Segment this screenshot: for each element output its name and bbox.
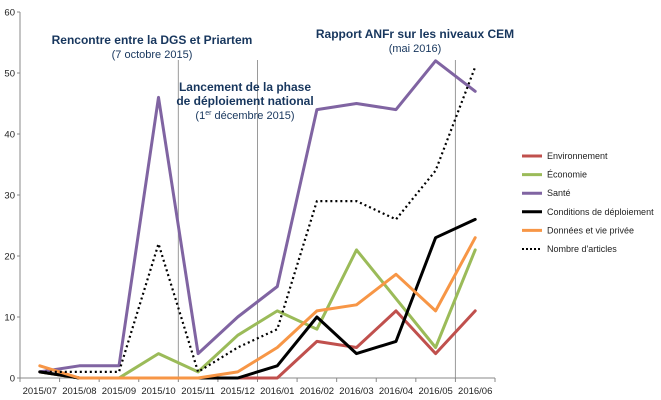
annotation-2-subtitle: (1er décembre 2015) <box>195 110 294 122</box>
series-lines <box>38 59 477 380</box>
y-tick-label: 20 <box>4 252 15 263</box>
annotation-2-title-line-1: Lancement de la phase <box>179 80 311 94</box>
x-tick-label: 2015/07 <box>23 386 57 397</box>
annotation-2-title-line-2: de déploiement national <box>176 94 313 108</box>
x-tick-label: 2016/01 <box>260 386 294 397</box>
x-tick-label: 2016/02 <box>300 386 334 397</box>
x-tick-label: 2015/08 <box>62 386 96 397</box>
x-tick-label: 2016/06 <box>458 386 492 397</box>
y-tick-label: 50 <box>4 69 15 80</box>
annotation-2-subtitle-pre: (1 <box>195 110 205 122</box>
annotation-2-subtitle-post: décembre 2015) <box>211 110 294 122</box>
annotation-3-title: Rapport ANFr sur les niveaux CEM <box>316 27 514 41</box>
annotation-1-title: Rencontre entre la DGS et Priartem <box>52 33 253 47</box>
series-line-nombre-d-articles <box>39 66 477 373</box>
y-tick-label: 30 <box>4 191 15 202</box>
x-tick-label: 2015/10 <box>141 386 175 397</box>
y-tick-label: 40 <box>4 130 15 141</box>
annotation-3-subtitle: (mai 2016) <box>389 43 442 55</box>
series-line-donnees-et-vie-privee <box>38 236 477 380</box>
legend-label: Santé <box>547 188 571 198</box>
y-tick-label: 0 <box>10 374 15 385</box>
annotations: Rencontre entre la DGS et Priartem (7 oc… <box>52 27 515 122</box>
legend-label: Conditions de déploiement <box>547 207 654 217</box>
x-tick-label: 2015/09 <box>102 386 136 397</box>
legend: Environnement Économie Santé Conditions de … <box>522 151 654 254</box>
x-tick-label: 2015/11 <box>181 386 215 397</box>
x-tick-label: 2016/04 <box>379 386 413 397</box>
y-tick-label: 60 <box>4 8 15 19</box>
legend-label: Nombre d'articles <box>547 244 617 254</box>
legend-label: Environnement <box>547 151 608 161</box>
legend-label: Économie <box>547 170 587 180</box>
legend-label: Données et vie privée <box>547 225 634 235</box>
annotation-1-subtitle: (7 octobre 2015) <box>112 49 193 61</box>
y-tick-label: 10 <box>4 313 15 324</box>
x-tick-label: 2016/05 <box>418 386 452 397</box>
series-line-sante <box>38 59 477 374</box>
annotation-2-subtitle-sup: er <box>205 110 212 117</box>
x-tick-label: 2016/03 <box>339 386 373 397</box>
x-tick-label: 2015/12 <box>221 386 255 397</box>
